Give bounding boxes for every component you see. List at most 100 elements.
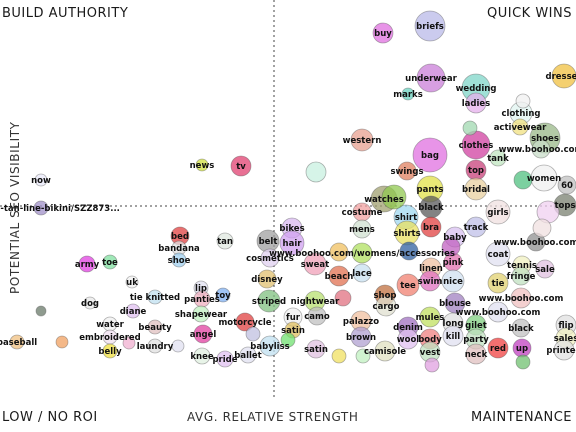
bubble <box>372 22 394 44</box>
bubble <box>192 305 210 323</box>
bubble-label: buy <box>374 29 392 39</box>
bubble-label: shirt <box>395 213 417 223</box>
bubble-label: panties <box>184 295 220 305</box>
bubble-label: dresses <box>546 72 576 82</box>
bubble <box>195 158 209 172</box>
bubble <box>307 306 327 326</box>
bubble-label: nice <box>443 277 463 287</box>
bubble <box>416 63 446 93</box>
bubble-label: tee <box>400 281 416 291</box>
bubble-label: women <box>527 174 561 184</box>
bubble <box>35 305 47 317</box>
bubble <box>147 289 163 305</box>
label-layer: briefs buy underwear marks wedding ladies dres… <box>0 22 576 365</box>
bubble <box>83 296 97 310</box>
bubble <box>375 295 397 317</box>
bubble-label: cosmetics <box>246 254 294 264</box>
bubble <box>424 357 440 373</box>
bubble-label: sale <box>535 265 555 275</box>
bubble-label: watches <box>364 195 404 205</box>
bubble-label: army <box>75 260 100 270</box>
bubble <box>216 232 234 250</box>
bubble-label: disney <box>251 275 283 285</box>
bubble-label: nightwear <box>291 297 341 307</box>
bubble <box>122 336 136 350</box>
bubble <box>305 161 327 183</box>
bubble <box>193 347 211 365</box>
bubble <box>442 325 464 347</box>
quadrant-label-quick-wins: QUICK WINS <box>487 6 572 21</box>
bubble <box>485 199 511 225</box>
bubble-label: camisole <box>364 347 406 357</box>
bubble-label: ladies <box>462 99 490 109</box>
bubble <box>511 266 531 286</box>
bubble <box>465 216 487 238</box>
bubble-label: tie knitted <box>130 293 180 303</box>
bubble-label: sales <box>554 334 576 344</box>
bubble-label: girls <box>487 208 508 218</box>
bubble <box>381 184 407 210</box>
bubble <box>350 326 372 348</box>
bubble-label: minimal-tan-line-bikini/SZZ873... <box>0 204 120 214</box>
bubble-label: lip <box>195 284 207 294</box>
bubble-label: fur <box>286 313 301 323</box>
bubble-label: up <box>516 344 528 354</box>
bubble <box>55 335 69 349</box>
bubble-label: tank <box>487 154 509 164</box>
bubble <box>487 301 509 323</box>
bubble <box>171 252 187 268</box>
bubble-label: blouse <box>439 299 471 309</box>
bubble-label: mules <box>416 313 445 323</box>
bubble-label: bra <box>423 223 439 233</box>
bubble <box>78 255 96 273</box>
bubble-label: shop <box>373 291 396 301</box>
bubble-label: body <box>418 335 442 345</box>
bubble <box>125 275 139 289</box>
bubble <box>257 269 277 289</box>
bubble <box>102 254 118 270</box>
bubble <box>515 354 531 370</box>
bubble-label: bag <box>421 151 439 161</box>
bubble-label: laundry <box>137 342 174 352</box>
bubble-label: flip <box>558 321 573 331</box>
bubble-label: satin <box>281 326 305 336</box>
bubble <box>334 289 352 307</box>
bubble-label: denim <box>393 323 423 333</box>
bubble <box>465 343 487 365</box>
bubble-label: babyliss <box>250 342 289 352</box>
bubble <box>419 270 441 292</box>
bubble <box>147 338 163 354</box>
bubble-label: bed <box>171 232 189 242</box>
bubble-label: beach <box>325 272 354 282</box>
bubble-label: now <box>31 176 51 186</box>
bubble-label: printed <box>546 346 576 356</box>
bubble-label: embroidered <box>79 333 141 343</box>
bubble-label: dog <box>81 299 99 309</box>
bubble <box>397 161 417 181</box>
bubble <box>303 252 327 276</box>
bubble <box>396 273 420 297</box>
bubble <box>462 120 478 136</box>
bubble-label: western <box>343 136 382 146</box>
bubble <box>553 339 575 361</box>
bubble <box>33 200 49 216</box>
bubble-label: beauty <box>138 323 172 333</box>
bubble <box>331 348 347 364</box>
bubble-label: palazzo <box>343 317 379 327</box>
bubble-label: camo <box>304 312 330 322</box>
bubble <box>102 343 118 359</box>
bubble <box>328 265 350 287</box>
bubble <box>420 216 442 238</box>
bubble-layer <box>9 10 576 373</box>
bubble-label: satin <box>304 345 328 355</box>
bubble-label: red <box>490 344 506 354</box>
bubble <box>147 319 163 335</box>
bubble-label: mens <box>349 225 375 235</box>
bubble-label: www.boohoo.com <box>479 294 564 304</box>
bubble-label: underwear <box>405 74 457 84</box>
bubble-label: belly <box>98 347 122 357</box>
bubble-label: shoe <box>168 256 191 266</box>
bubble-label: www.boohoo.com <box>494 238 576 248</box>
bubble-label: www.boohoo.com <box>499 145 576 155</box>
